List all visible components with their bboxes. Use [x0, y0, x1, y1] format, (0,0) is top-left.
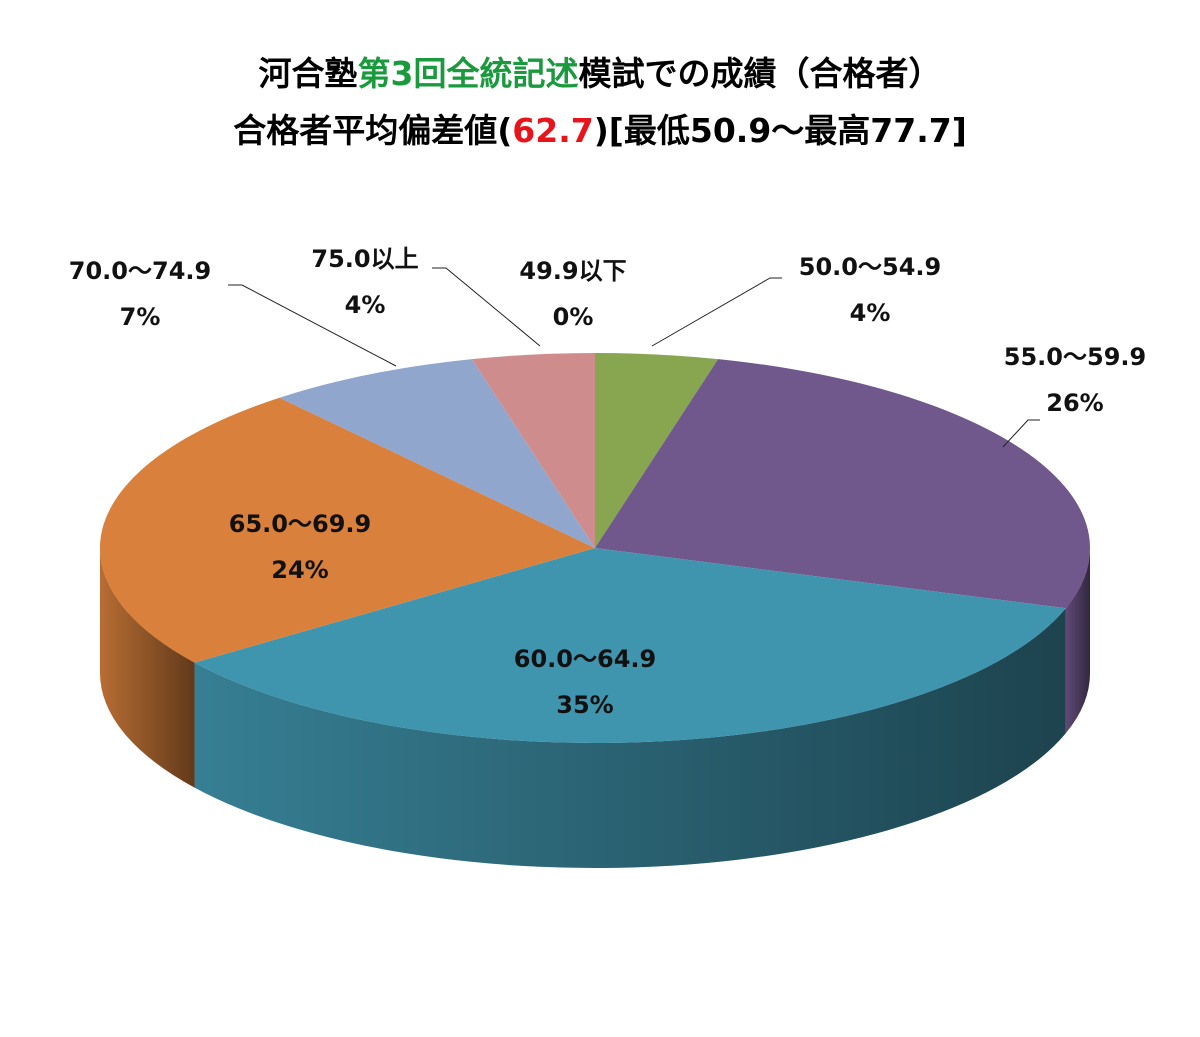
slice-value-label: 0% [553, 303, 594, 331]
slice [194, 548, 1066, 743]
slice-label: 60.0～64.9 [514, 645, 656, 673]
slice-value-label: 24% [271, 556, 328, 584]
title-part: )[最低50.9～最高77.7] [594, 111, 967, 150]
slice [279, 359, 595, 548]
slice-label: 49.9以下 [519, 257, 626, 285]
slice-label: 55.0～59.9 [1004, 343, 1146, 371]
slice-side-shade [194, 608, 1066, 868]
title-part: 河合塾 [259, 54, 358, 93]
slice [595, 359, 1090, 609]
slice-side-shade [1065, 548, 1090, 734]
slice [99, 397, 595, 663]
slice-side-shade [100, 548, 195, 788]
title-part: 第3回全統記述 [358, 54, 579, 93]
chart-title: 河合塾第3回全統記述模試での成績（合格者） [259, 54, 942, 93]
slice-value-label: 7% [120, 303, 161, 331]
slice [595, 353, 719, 548]
slice-value-label: 26% [1046, 389, 1103, 417]
title-part: 模試での成績（合格者） [578, 54, 941, 93]
slice-value-label: 35% [556, 691, 613, 719]
leader-line [432, 267, 541, 347]
title-part: 62.7 [512, 111, 593, 150]
slice-value-label: 4% [345, 291, 386, 319]
leader-line [651, 277, 782, 347]
leader-line [1002, 419, 1040, 448]
slice-label: 75.0以上 [311, 245, 418, 273]
leader-line [228, 284, 397, 367]
title-part: 合格者平均偏差値( [233, 111, 512, 150]
chart-title: 合格者平均偏差値(62.7)[最低50.9～最高77.7] [233, 111, 967, 150]
slice-label: 65.0～69.9 [229, 510, 371, 538]
slice-value-label: 4% [850, 299, 891, 327]
slice [471, 353, 595, 548]
slice-label: 50.0～54.9 [799, 253, 941, 281]
slice-label: 70.0～74.9 [69, 257, 211, 285]
